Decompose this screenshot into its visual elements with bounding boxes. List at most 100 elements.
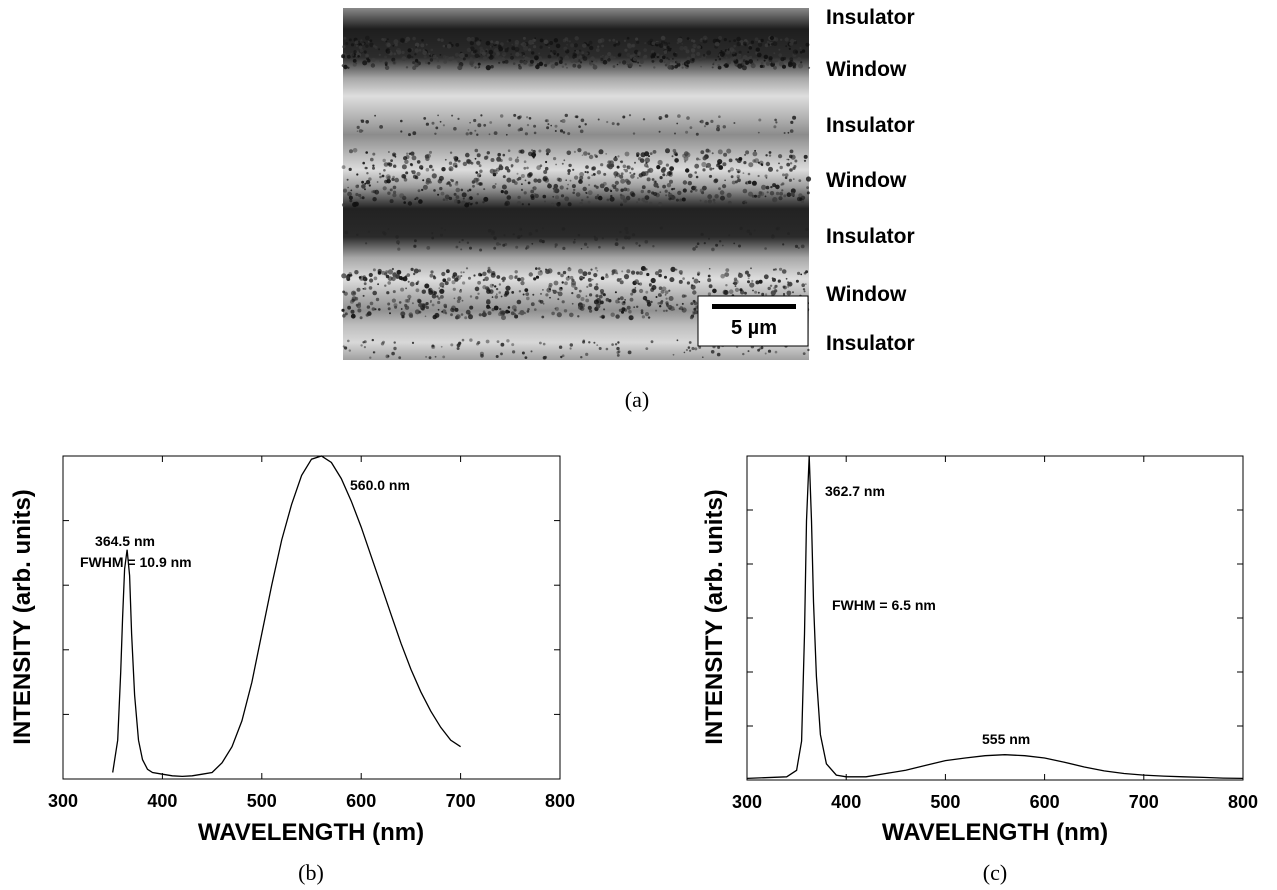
speckle <box>401 50 405 55</box>
speckle <box>585 298 590 303</box>
speckle <box>727 200 732 205</box>
speckle <box>397 247 401 251</box>
speckle <box>384 65 390 71</box>
speckle <box>533 277 537 281</box>
speckle <box>692 299 696 303</box>
speckle <box>572 240 576 244</box>
speckle <box>786 192 792 197</box>
speckle <box>650 50 655 54</box>
speckle <box>499 243 502 246</box>
speckle <box>369 42 374 48</box>
speckle <box>360 344 363 347</box>
speckle <box>734 287 740 292</box>
speckle <box>531 242 534 245</box>
speckle <box>594 266 598 270</box>
speckle <box>341 308 345 312</box>
speckle <box>506 40 509 43</box>
speckle <box>747 273 751 277</box>
speckle <box>736 41 741 47</box>
speckle <box>754 37 759 42</box>
speckle <box>478 164 482 168</box>
speckle <box>641 197 646 202</box>
speckle <box>569 275 574 280</box>
speckle <box>803 159 807 162</box>
speckle <box>644 312 650 317</box>
speckle <box>454 307 459 312</box>
speckle <box>451 114 454 117</box>
speckle <box>526 296 530 301</box>
speckle <box>624 299 626 301</box>
speckle <box>403 178 408 182</box>
speckle <box>693 307 697 311</box>
speckle <box>589 62 592 65</box>
speckle <box>600 57 604 62</box>
speckle <box>664 189 668 193</box>
speckle <box>455 195 460 200</box>
speckle <box>517 277 521 282</box>
speckle <box>787 131 790 134</box>
speckle <box>556 177 561 182</box>
speckle <box>789 42 793 46</box>
speckle <box>707 274 711 278</box>
speckle <box>342 45 346 49</box>
speckle <box>457 159 461 163</box>
speckle <box>769 35 775 41</box>
speckle <box>736 158 742 164</box>
speckle <box>587 152 591 156</box>
speckle <box>649 152 653 156</box>
speckle <box>365 242 368 245</box>
speckle <box>497 152 502 157</box>
speckle <box>604 55 609 60</box>
speckle <box>805 42 810 47</box>
speckle <box>696 157 699 161</box>
speckle <box>577 234 581 237</box>
speckle <box>487 229 492 233</box>
speckle <box>415 196 419 200</box>
speckle <box>747 51 750 53</box>
speckle <box>655 41 660 47</box>
speckle <box>634 287 637 289</box>
speckle <box>454 277 459 282</box>
speckle <box>457 60 461 64</box>
speckle <box>632 57 638 62</box>
speckle <box>416 160 421 164</box>
speckle <box>555 163 557 166</box>
speckle <box>375 297 380 302</box>
speckle <box>350 189 353 192</box>
speckle <box>462 197 465 200</box>
speckle <box>605 347 609 351</box>
speckle <box>523 160 527 163</box>
speckle <box>547 123 550 126</box>
speckle <box>774 350 778 354</box>
speckle <box>717 55 720 58</box>
speckle <box>545 119 549 123</box>
speckle <box>620 203 623 207</box>
speckle <box>667 193 673 198</box>
speckle <box>439 54 442 56</box>
speckle <box>741 61 746 66</box>
speckle <box>436 57 439 60</box>
speckle <box>480 114 483 117</box>
speckle <box>700 150 705 155</box>
speckle <box>634 279 639 285</box>
micrograph-panel: 5 µm Insulator Window Insulator Window I… <box>341 6 915 412</box>
speckle <box>613 56 616 59</box>
speckle <box>381 174 385 178</box>
speckle <box>465 132 469 136</box>
speckle <box>430 301 432 304</box>
speckle <box>589 60 591 62</box>
speckle <box>486 299 491 304</box>
speckle <box>560 355 563 359</box>
speckle <box>403 201 407 204</box>
speckle <box>527 48 532 52</box>
speckle <box>342 314 346 318</box>
speckle <box>668 191 671 194</box>
speckle <box>626 63 629 66</box>
speckle <box>450 178 453 182</box>
chart-b: 300 400 500 600 700 800 WAVELENGTH (nm) … <box>9 455 575 885</box>
speckle <box>440 295 444 299</box>
speckle <box>729 167 735 172</box>
speckle <box>585 52 589 55</box>
speckle <box>643 48 648 52</box>
speckle <box>554 130 557 132</box>
